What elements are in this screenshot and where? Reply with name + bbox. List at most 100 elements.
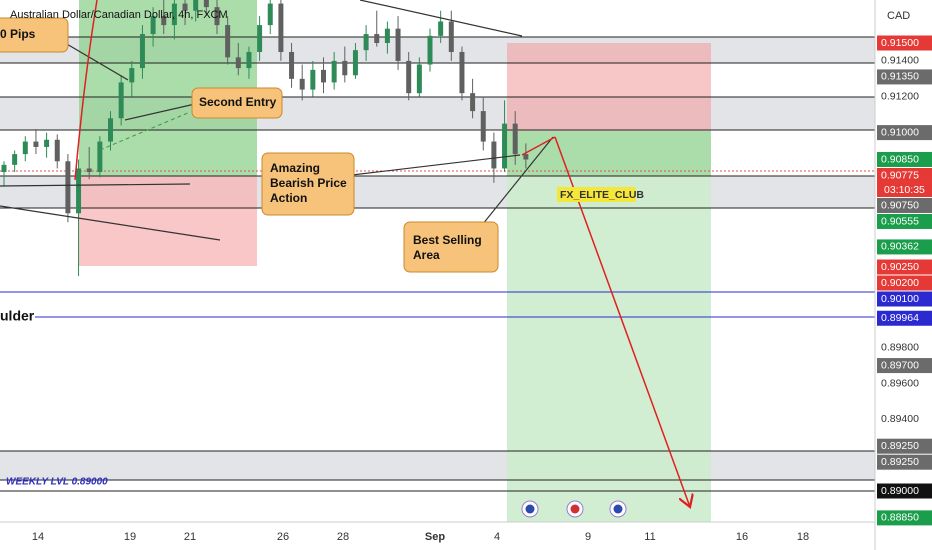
candle-body	[321, 69, 326, 83]
price-tag	[877, 510, 932, 526]
candle-body	[225, 25, 231, 58]
date-axis: 14 19 21 26 28 Sep 4 9 11 16 18	[32, 531, 809, 543]
red-curve	[74, 0, 98, 181]
price-label: 0.90250	[881, 261, 919, 273]
price-label: 0.89700	[881, 359, 919, 371]
callout	[261, 152, 355, 216]
price-label: 0.90100	[881, 293, 919, 305]
chart-pane: 0 Pips Second Entry Amazing Bearish Pric…	[0, 0, 875, 522]
candle-body	[129, 68, 135, 83]
price-label: 0.89400	[881, 413, 919, 425]
price-axis: 0.91500 0.91400 0.91350 0.91200 0.91000 0.908…	[877, 35, 932, 526]
callout	[403, 221, 499, 273]
candle-body	[44, 139, 50, 147]
candle-body	[33, 141, 39, 147]
price-tag	[877, 310, 932, 326]
candle-body	[214, 7, 220, 26]
candle-body	[363, 34, 369, 51]
candle-body	[278, 3, 284, 52]
callout-text: Amazing	[270, 161, 320, 175]
level-lines	[0, 36, 875, 492]
price-tag	[877, 213, 932, 229]
price-tag	[877, 125, 932, 141]
candle-body	[459, 51, 465, 94]
price-tag	[877, 483, 932, 499]
price-label: 0.91200	[881, 91, 919, 103]
candle-body	[108, 118, 113, 142]
candle-body	[150, 16, 156, 35]
zone	[0, 451, 875, 480]
price-label: 0.89000	[881, 485, 919, 497]
candle-body	[161, 16, 167, 26]
date-label: 4	[494, 531, 500, 543]
price-tag	[877, 167, 932, 183]
candle-body	[299, 78, 305, 90]
candle-body	[1, 164, 7, 173]
date-label: 18	[797, 531, 809, 543]
candle-body	[438, 21, 444, 36]
candle-body	[512, 123, 518, 155]
date-label: 14	[32, 531, 44, 543]
date-label: 9	[585, 531, 591, 543]
candle-body	[491, 141, 497, 169]
badge-text: FX_ELITE_CLUB	[560, 189, 644, 201]
forecast-arrow	[521, 136, 556, 156]
price-label: 0.90555	[881, 215, 919, 227]
candle-body	[171, 3, 177, 26]
callout-text: 0 Pips	[0, 27, 36, 41]
candle-body	[65, 161, 71, 214]
candle-body	[416, 64, 422, 94]
price-label: 0.91500	[881, 37, 919, 49]
callout-text: Second Entry	[199, 95, 277, 109]
price-label: 0.88850	[881, 512, 919, 524]
candle-body	[22, 141, 28, 155]
price-label: 0.90200	[881, 277, 919, 289]
candle-body	[235, 57, 241, 69]
date-label: Sep	[425, 531, 445, 543]
candle-body	[182, 3, 188, 11]
price-label: 0.89250	[881, 440, 919, 452]
price-label: 0.89600	[881, 377, 919, 389]
callout-text: Action	[270, 191, 307, 205]
candle-body	[395, 28, 401, 61]
candle-body	[118, 82, 124, 119]
candle-body	[86, 168, 92, 173]
symbol-title: Australian Dollar/Canadian Dollar, 4h, F…	[10, 9, 228, 21]
price-label: 0.90750	[881, 199, 919, 211]
candle-body	[523, 154, 529, 160]
candle-body	[448, 21, 454, 52]
date-label: 26	[277, 531, 289, 543]
short-stop	[507, 43, 711, 131]
price-label: 0.91400	[881, 55, 919, 67]
date-label: 16	[736, 531, 748, 543]
candle-body	[352, 50, 358, 76]
candle-body	[480, 111, 486, 142]
candle-body	[76, 168, 82, 214]
candle-body	[139, 34, 145, 69]
price-tag	[877, 259, 932, 275]
candle-body	[267, 3, 273, 26]
badge	[557, 187, 636, 202]
countdown: 03:10:35	[884, 184, 925, 196]
countdown-tag	[877, 182, 932, 197]
price-tag	[877, 69, 932, 85]
candle-body	[310, 69, 316, 90]
candle-body	[246, 51, 252, 69]
candle-body	[406, 60, 412, 94]
candle-body	[342, 60, 348, 76]
candle-body	[257, 25, 263, 52]
candle-body	[97, 141, 103, 173]
price-tag	[877, 151, 932, 167]
price-label: 0.90362	[881, 241, 919, 253]
pattern-label: ulder	[0, 308, 35, 324]
price-label: 0.89250	[881, 456, 919, 468]
candle-body	[54, 139, 60, 162]
currency: CAD	[887, 10, 910, 22]
callout-text: Area	[413, 248, 440, 262]
short-entry	[507, 131, 711, 176]
price-tag	[877, 438, 932, 454]
price-tag	[877, 454, 932, 470]
price-tag	[877, 239, 932, 255]
price-tag	[877, 35, 932, 51]
